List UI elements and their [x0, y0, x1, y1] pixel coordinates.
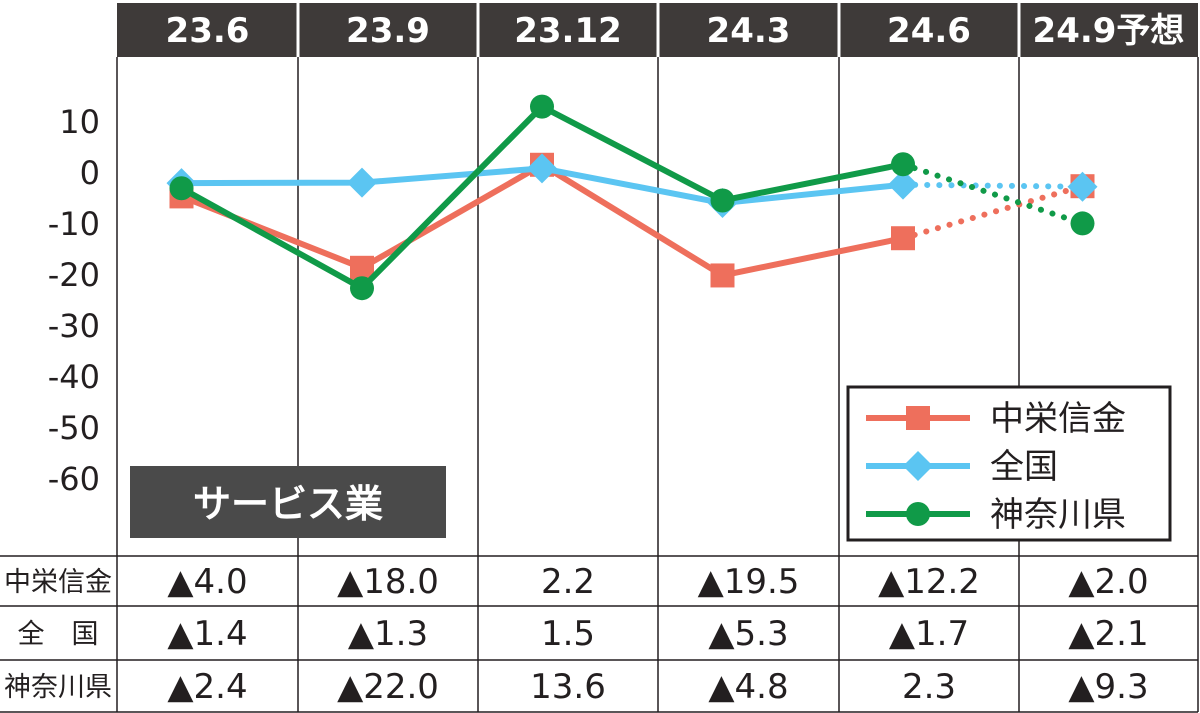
table-cell-value: ▲2.1	[1068, 614, 1148, 654]
data-point-square	[891, 226, 915, 251]
data-point-circle	[530, 94, 554, 119]
data-point-circle	[710, 188, 735, 213]
series-forecast-line	[900, 183, 1086, 242]
legend-marker-square	[906, 406, 930, 430]
header-category-label: 24.3	[707, 11, 791, 51]
y-tick-label: -30	[48, 307, 100, 345]
y-tick-label: -60	[48, 460, 100, 498]
table-cell-value: ▲1.7	[889, 614, 969, 654]
badge-box	[130, 466, 446, 538]
table-cell-value: ▲22.0	[337, 667, 439, 707]
data-point-circle	[169, 176, 194, 201]
table-cell-value: ▲18.0	[337, 562, 439, 602]
data-point-diamond	[888, 169, 918, 200]
table-row-label: 神奈川県	[4, 672, 112, 703]
table-cell-value: ▲12.2	[878, 562, 980, 602]
table-cell-value: ▲5.3	[708, 614, 788, 654]
legend-marker-circle	[906, 502, 930, 526]
data-point-square	[710, 263, 735, 288]
header-category-label: 23.6	[166, 11, 250, 51]
y-tick-label: 10	[59, 103, 100, 141]
table-cell-value: 2.3	[902, 667, 956, 707]
table-cell-value: ▲4.0	[167, 562, 247, 602]
table-cell-value: ▲19.5	[698, 562, 800, 602]
series-forecast-line	[900, 181, 1086, 190]
data-point-circle	[1070, 211, 1095, 236]
legend-entry-label: 中栄信金	[990, 399, 1126, 439]
legend-entry-label: 神奈川県	[990, 495, 1126, 535]
table-cell-value: ▲9.3	[1068, 667, 1148, 707]
data-point-circle	[350, 276, 374, 301]
data-point-diamond	[527, 153, 557, 184]
y-tick-label: 0	[80, 154, 100, 192]
data-point-diamond	[1067, 171, 1098, 202]
header-category-label: 23.12	[514, 11, 622, 51]
table-cell-value: ▲2.4	[167, 667, 247, 707]
table-row-label: 全 国	[18, 619, 99, 650]
table-cell-value: ▲1.4	[167, 614, 247, 654]
data-point-square	[350, 255, 374, 280]
y-tick-label: -20	[48, 256, 100, 294]
table-cell-value: 1.5	[541, 614, 595, 654]
y-tick-label: -50	[48, 409, 100, 447]
legend-entry-label: 全国	[990, 447, 1058, 487]
header-category-label: 24.9予想	[1033, 11, 1185, 51]
table-cell-value: ▲2.0	[1068, 562, 1148, 602]
legend-marker-diamond	[903, 451, 933, 481]
data-point-diamond	[347, 167, 377, 198]
header-category-label: 24.6	[887, 11, 971, 51]
table-cell-value: ▲4.8	[708, 667, 788, 707]
header-category-label: 23.9	[346, 11, 430, 51]
y-tick-label: -10	[48, 205, 100, 243]
category-badge: サービス業	[193, 482, 383, 526]
y-tick-label: -40	[48, 358, 100, 396]
table-row-label: 中栄信金	[4, 567, 112, 598]
table-cell-value: 13.6	[530, 667, 606, 707]
table-cell-value: ▲1.3	[348, 614, 428, 654]
table-cell-value: 2.2	[541, 562, 595, 602]
data-point-circle	[891, 152, 915, 177]
series-forecast-line	[900, 161, 1086, 227]
